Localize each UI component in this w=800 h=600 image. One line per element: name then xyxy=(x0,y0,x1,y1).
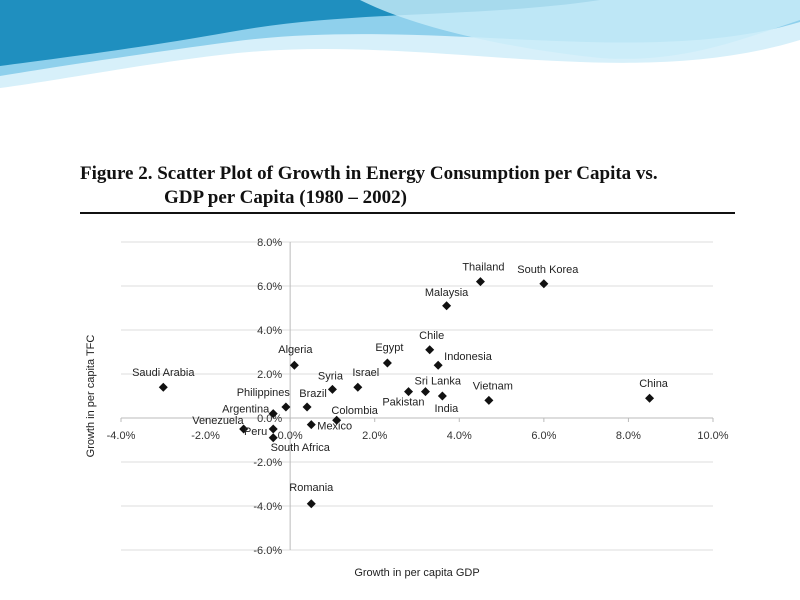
x-tick-label: -4.0% xyxy=(107,430,136,442)
data-point-marker xyxy=(353,382,363,392)
data-point-label: Thailand xyxy=(462,262,504,274)
data-point-marker xyxy=(433,360,443,370)
data-point-label: Syria xyxy=(318,370,344,382)
x-tick-label: 2.0% xyxy=(362,430,387,442)
data-point-label: Mexico xyxy=(317,421,352,433)
data-point-marker xyxy=(442,301,452,311)
data-point-marker xyxy=(289,360,299,370)
data-point-label: Israel xyxy=(352,367,379,379)
data-point-label: Vietnam xyxy=(473,380,513,392)
data-point-label: Pakistan xyxy=(382,397,424,409)
data-point-marker xyxy=(281,402,291,412)
y-tick-label: -4.0% xyxy=(253,501,282,513)
data-point-label: China xyxy=(639,378,669,390)
data-point-marker xyxy=(484,395,494,405)
data-point-label: South Korea xyxy=(517,264,579,276)
x-tick-label: -2.0% xyxy=(191,430,220,442)
data-point-label: Indonesia xyxy=(444,351,493,363)
data-point-marker xyxy=(239,424,249,434)
data-point-label: Saudi Arabia xyxy=(132,367,195,379)
y-axis-title: Growth in per capita TFC xyxy=(85,335,97,458)
figure-title-line2: GDP per Capita (1980 – 2002) xyxy=(164,187,407,208)
data-point-label: Romania xyxy=(289,482,334,494)
data-point-marker xyxy=(425,345,435,355)
tick-labels: -6.0% -4.0% -2.0% 0.0% 2.0% 4.0% 6.0% 8.0% -4.0%… xyxy=(107,237,729,557)
y-tick-label: 2.0% xyxy=(257,369,282,381)
header-wave-highlight xyxy=(360,0,800,59)
grid-layer xyxy=(121,241,713,551)
data-point-marker xyxy=(268,409,278,419)
x-tick-label: 10.0% xyxy=(697,430,728,442)
slide-header-decoration xyxy=(0,0,800,88)
y-tick-label: -2.0% xyxy=(253,457,282,469)
data-point-marker xyxy=(268,433,278,443)
title-rule xyxy=(80,212,735,214)
y-tick-label: 0.0% xyxy=(257,413,282,425)
data-point-marker xyxy=(306,420,316,430)
data-point-marker xyxy=(327,384,337,394)
data-point-label: Peru xyxy=(244,426,267,438)
data-point-marker xyxy=(539,279,549,289)
x-tick-label: 4.0% xyxy=(447,430,472,442)
y-tick-label: 8.0% xyxy=(257,237,282,249)
data-point-marker xyxy=(420,387,430,397)
data-point-label: South Africa xyxy=(271,442,331,454)
data-point-marker xyxy=(382,358,392,368)
axis-layer xyxy=(120,242,714,550)
data-point-label: Venezuela xyxy=(192,415,244,427)
figure-panel xyxy=(77,155,747,600)
y-tick-label: -6.0% xyxy=(253,545,282,557)
y-tick-label: 4.0% xyxy=(257,325,282,337)
data-point-label: Malaysia xyxy=(425,287,469,299)
data-point-marker xyxy=(302,402,312,412)
data-point-marker xyxy=(332,415,342,425)
data-point-label: Sri Lanka xyxy=(415,376,462,388)
data-points: Thailand South Korea Malaysia Chile Egypt Ind… xyxy=(132,262,669,509)
header-wave-dark xyxy=(0,0,600,66)
data-point-marker xyxy=(475,277,485,287)
data-point-label: Philippines xyxy=(237,387,291,399)
data-point-label: Colombia xyxy=(331,405,378,417)
data-point-label: Chile xyxy=(419,330,444,342)
data-point-label: Argentina xyxy=(222,404,270,416)
y-tick-label: 6.0% xyxy=(257,281,282,293)
data-point-marker xyxy=(158,382,168,392)
data-point-label: Egypt xyxy=(375,342,403,354)
data-point-marker xyxy=(645,393,655,403)
x-tick-label: 8.0% xyxy=(616,430,641,442)
data-point-label: India xyxy=(434,403,459,415)
x-tick-label: 6.0% xyxy=(531,430,556,442)
data-point-marker xyxy=(437,391,447,401)
figure-title-line1: Figure 2. Scatter Plot of Growth in Ener… xyxy=(80,163,658,184)
x-tick-label: 0.0% xyxy=(278,430,303,442)
data-point-label: Brazil xyxy=(299,388,327,400)
data-point-marker xyxy=(306,499,316,509)
data-point-label: Algeria xyxy=(278,344,313,356)
figure-title: Figure 2. Scatter Plot of Growth in Ener… xyxy=(80,162,740,210)
data-point-marker xyxy=(268,424,278,434)
data-point-marker xyxy=(404,387,414,397)
x-axis-title: Growth in per capita GDP xyxy=(354,567,479,579)
